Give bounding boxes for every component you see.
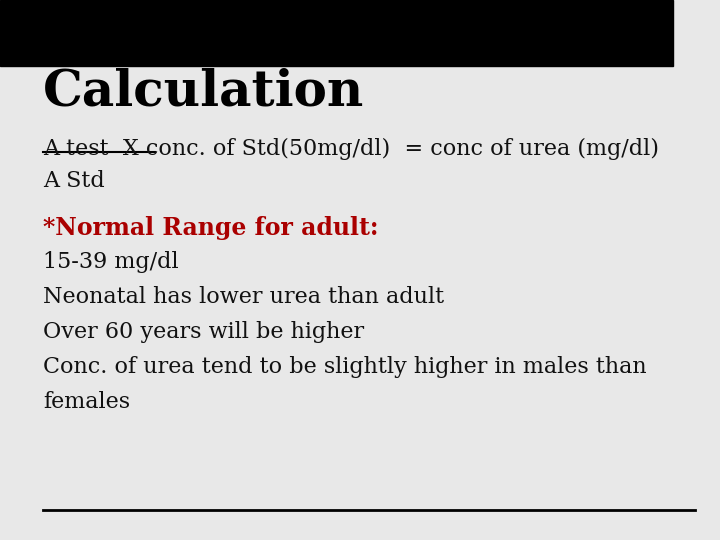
Text: Neonatal has lower urea than adult: Neonatal has lower urea than adult bbox=[43, 286, 444, 308]
Text: Conc. of urea tend to be slightly higher in males than: Conc. of urea tend to be slightly higher… bbox=[43, 356, 647, 379]
Text: A Std: A Std bbox=[43, 170, 105, 192]
Text: Calculation: Calculation bbox=[43, 68, 364, 117]
Text: *Normal Range for adult:: *Normal Range for adult: bbox=[43, 216, 379, 240]
Bar bbox=[0, 0, 673, 66]
Text: Over 60 years will be higher: Over 60 years will be higher bbox=[43, 321, 364, 343]
Text: 15-39 mg/dl: 15-39 mg/dl bbox=[43, 251, 179, 273]
Text: A test  X conc. of Std(50mg/dl)  = conc of urea (mg/dl): A test X conc. of Std(50mg/dl) = conc of… bbox=[43, 138, 660, 160]
Text: females: females bbox=[43, 392, 130, 414]
